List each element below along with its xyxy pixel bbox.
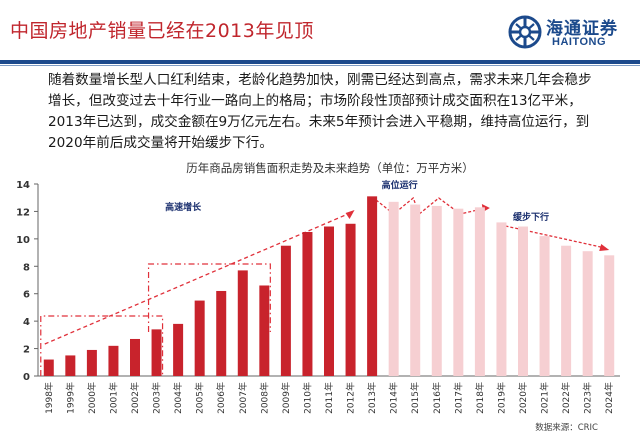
header-rule-thin [0,65,640,66]
annotation-label: 缓步下行 [513,211,549,223]
y-tick-label: 8 [23,262,30,273]
bar-actual [65,355,76,376]
x-tick-label: 2000年 [86,382,98,414]
x-tick-label: 2020年 [517,382,529,414]
bar-forecast [561,245,572,376]
x-tick-label: 2021年 [539,382,551,414]
bar-actual [43,359,54,376]
bar-actual [280,245,291,376]
bar-actual [302,232,313,376]
x-tick-label: 2009年 [280,382,292,414]
x-tick-label: 2015年 [409,382,421,414]
bar-actual [86,349,97,376]
description-text: 随着数量增长型人口红利结束，老龄化趋势加快，刚需已经达到高点，需求未来几年会稳步… [48,72,592,151]
x-tick-label: 2017年 [452,382,464,414]
bar-forecast [496,222,507,376]
bar-forecast [474,207,485,376]
bar-forecast [388,201,399,376]
bar-actual [237,270,248,376]
y-tick-label: 6 [23,290,30,301]
stage-box-early [40,315,164,376]
x-tick-label: 2007年 [237,382,249,414]
x-tick-label: 1998年 [43,382,55,414]
logo-text-cn: 海通证券 [546,19,618,39]
x-tick-label: 2003年 [151,382,163,414]
bar-actual [151,329,162,376]
x-tick-label: 2014年 [388,382,400,414]
y-tick-label: 0 [23,372,30,383]
source-note: 数据来源：CRIC [535,422,598,433]
bar-forecast [453,208,464,376]
bar-actual [259,285,270,376]
x-tick-label: 2012年 [345,382,357,414]
x-tick-label: 2006年 [215,382,227,414]
y-tick-label: 10 [16,235,30,246]
bar-actual [345,223,356,376]
page-title: 中国房地产销量已经在2013年见顶 [10,20,314,42]
x-tick-label: 2005年 [194,382,206,414]
bar-forecast [604,255,615,376]
stage-box-mid [147,263,271,332]
x-tick-label: 2019年 [495,382,507,414]
bar-actual [216,290,227,376]
x-tick-label: 2002年 [129,382,141,414]
x-tick-label: 2016年 [431,382,443,414]
bar-actual [130,338,140,376]
bar-forecast [410,204,421,376]
x-tick-label: 2004年 [172,382,184,414]
bar-forecast [518,226,528,376]
x-tick-label: 2022年 [560,382,572,414]
chart-title: 历年商品房销售面积走势及未来趋势（单位：万平方米） [186,161,474,175]
x-tick-label: 1999年 [64,382,76,414]
growth-trend-arrowhead [345,210,355,219]
annotation-label: 高速增长 [165,201,202,213]
y-tick-label: 14 [16,180,30,191]
x-tick-label: 2001年 [107,382,119,414]
bar-actual [194,300,205,376]
y-tick-label: 4 [23,317,30,328]
haitong-logo-icon [508,15,542,49]
annotation-label: 高位运行 [382,179,418,191]
bar-actual [324,226,334,376]
x-tick-label: 2010年 [301,382,313,414]
x-tick-label: 2008年 [258,382,270,414]
logo-text-en: HAITONG [552,36,607,48]
x-tick-label: 2024年 [603,382,615,414]
bar-forecast [582,251,593,376]
x-tick-label: 2013年 [366,382,378,414]
x-tick-label: 2011年 [323,382,335,414]
x-tick-label: 2023年 [582,382,594,414]
bar-actual [108,345,119,376]
y-tick-label: 12 [16,207,30,218]
bar-forecast [431,205,442,376]
header-rule [0,60,640,64]
decline-trend-arrowhead [599,244,610,251]
haitong-logo: 海通证券 HAITONG [506,12,634,56]
bar-actual [367,196,378,376]
bar-actual [173,323,184,376]
bar-forecast [539,236,550,376]
x-tick-label: 2018年 [474,382,486,414]
y-tick-label: 2 [23,345,30,356]
